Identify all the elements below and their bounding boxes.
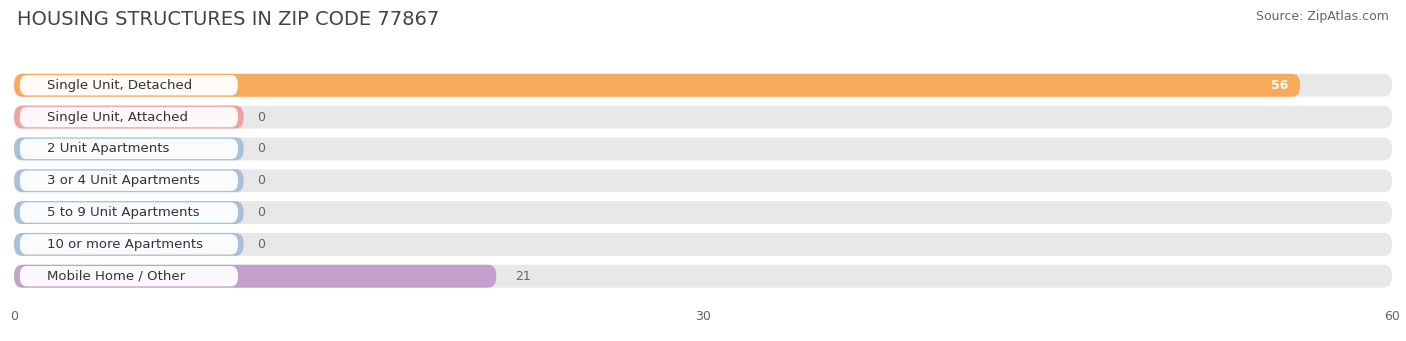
FancyBboxPatch shape [14, 265, 496, 288]
Text: 0: 0 [257, 143, 266, 155]
Text: 5 to 9 Unit Apartments: 5 to 9 Unit Apartments [48, 206, 200, 219]
FancyBboxPatch shape [20, 266, 238, 286]
Text: 0: 0 [257, 206, 266, 219]
FancyBboxPatch shape [14, 169, 1392, 192]
FancyBboxPatch shape [14, 201, 1392, 224]
Text: 0: 0 [257, 110, 266, 123]
Text: 56: 56 [1271, 79, 1289, 92]
FancyBboxPatch shape [20, 107, 238, 127]
FancyBboxPatch shape [14, 106, 243, 129]
FancyBboxPatch shape [20, 202, 238, 223]
FancyBboxPatch shape [20, 75, 238, 95]
Text: Single Unit, Attached: Single Unit, Attached [48, 110, 188, 123]
Text: 0: 0 [257, 174, 266, 187]
Text: Single Unit, Detached: Single Unit, Detached [48, 79, 193, 92]
Text: Source: ZipAtlas.com: Source: ZipAtlas.com [1256, 10, 1389, 23]
FancyBboxPatch shape [14, 74, 1301, 97]
Text: HOUSING STRUCTURES IN ZIP CODE 77867: HOUSING STRUCTURES IN ZIP CODE 77867 [17, 10, 439, 29]
FancyBboxPatch shape [14, 106, 1392, 129]
FancyBboxPatch shape [14, 233, 1392, 256]
FancyBboxPatch shape [14, 137, 1392, 160]
Text: 10 or more Apartments: 10 or more Apartments [48, 238, 204, 251]
FancyBboxPatch shape [14, 137, 243, 160]
Text: 21: 21 [515, 270, 530, 283]
FancyBboxPatch shape [20, 170, 238, 191]
Text: 3 or 4 Unit Apartments: 3 or 4 Unit Apartments [48, 174, 200, 187]
FancyBboxPatch shape [14, 74, 1392, 97]
FancyBboxPatch shape [14, 233, 243, 256]
Text: 0: 0 [257, 238, 266, 251]
FancyBboxPatch shape [14, 169, 243, 192]
FancyBboxPatch shape [14, 265, 1392, 288]
FancyBboxPatch shape [14, 201, 243, 224]
Text: Mobile Home / Other: Mobile Home / Other [48, 270, 186, 283]
FancyBboxPatch shape [20, 234, 238, 255]
Text: 2 Unit Apartments: 2 Unit Apartments [48, 143, 170, 155]
FancyBboxPatch shape [20, 139, 238, 159]
